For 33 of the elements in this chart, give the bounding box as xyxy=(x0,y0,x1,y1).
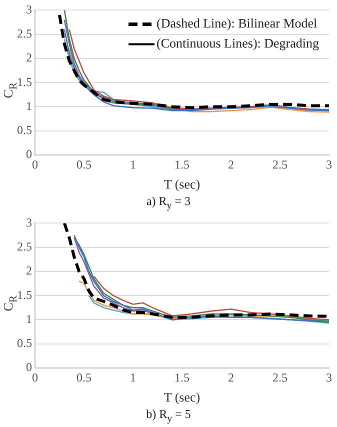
x-tick-label: 0.5 xyxy=(76,157,92,172)
x-tick-label: 1 xyxy=(130,157,136,172)
x-tick-label: 3 xyxy=(326,370,332,384)
y-tick-label: 0 xyxy=(26,360,32,374)
y-tick-label: 0 xyxy=(26,147,32,162)
x-tick-label: 2 xyxy=(228,157,234,172)
y-tick-label: 2 xyxy=(26,50,32,65)
x-axis-title: T (sec) xyxy=(164,390,200,405)
x-tick-label: 3 xyxy=(326,157,332,172)
text: a) R$_{y}$ = 3 xyxy=(145,194,192,212)
line-series xyxy=(62,223,329,319)
y-tick-label: 1 xyxy=(26,98,32,113)
y-tick-label: 0.5 xyxy=(17,336,32,350)
x-tick-label: 1.5 xyxy=(174,370,190,384)
y-tick-label: 3 xyxy=(26,215,32,230)
x-tick-label: 2.5 xyxy=(272,157,288,172)
x-tick-label: 1 xyxy=(130,370,136,384)
x-tick-label: 1.5 xyxy=(174,157,190,172)
x-tick-label: 0.5 xyxy=(76,370,92,384)
annotation: (Continuous Lines): Degrading xyxy=(156,36,320,51)
y-tick-label: 2.5 xyxy=(17,26,32,40)
y-tick-label: 1.5 xyxy=(17,288,32,302)
y-tick-label: 1 xyxy=(26,312,32,326)
y-tick-label: 0.5 xyxy=(17,123,32,138)
x-tick-label: 2.5 xyxy=(272,370,288,384)
y-tick-label: 2 xyxy=(26,264,32,278)
y-tick-label: 1.5 xyxy=(17,74,32,89)
y-tick-label: 2.5 xyxy=(17,239,32,254)
x-axis-title: T (sec) xyxy=(164,176,200,192)
text: b) R$_{y}$ = 5 xyxy=(145,407,192,424)
legend-label: (Dashed Line): Bilinear Model xyxy=(156,16,318,31)
y-tick-label: 3 xyxy=(26,2,32,16)
x-tick-label: 2 xyxy=(228,370,234,384)
